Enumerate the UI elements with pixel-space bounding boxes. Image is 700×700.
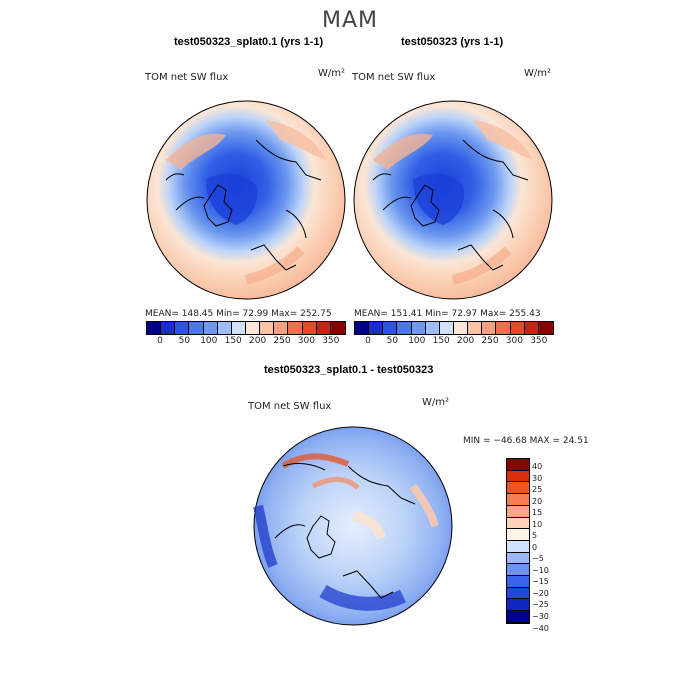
colorbar-swatch: [524, 322, 539, 334]
panel-1-variable: TOM net SW flux: [145, 72, 229, 83]
diff-colorbar-tick-label: 25: [532, 485, 543, 495]
colorbar-swatch: [217, 322, 232, 334]
colorbar-tick-label: 50: [178, 336, 191, 346]
diff-panel-variable: TOM net SW flux: [248, 401, 332, 412]
diff-colorbar-tick-label: 40: [532, 462, 543, 471]
colorbar-swatch: [439, 322, 454, 334]
diff-panel-map: [253, 426, 453, 626]
colorbar-tick-label: 100: [408, 336, 426, 346]
diff-colorbar-swatch: [507, 599, 529, 612]
diff-colorbar-swatch: [507, 482, 529, 495]
diff-colorbar-tick-label: −30: [532, 612, 549, 621]
colorbar-swatch: [245, 322, 261, 334]
diff-colorbar-tick-label: 0: [532, 542, 538, 552]
diff-colorbar-swatch: [507, 470, 529, 483]
colorbar-tick-label: 150: [432, 336, 450, 346]
diff-colorbar-tick-label: 5: [532, 531, 538, 541]
diff-colorbar-tick-label: 10: [532, 519, 543, 529]
colorbar-swatch: [302, 322, 317, 334]
panel-1-map: [146, 100, 346, 300]
colorbar-tick-label: 200: [457, 336, 475, 346]
panel-2-stats: MEAN= 151.41 Min= 72.97 Max= 255.43: [354, 309, 541, 319]
panel-1-colorbar-ticks: 0 50 100 150 200 250 300 350: [146, 336, 344, 348]
diff-panel-title: test050323_splat0.1 - test050323: [264, 364, 434, 376]
panel-1-stats: MEAN= 148.45 Min= 72.99 Max= 252.75: [145, 309, 332, 319]
colorbar-swatch: [397, 322, 412, 334]
colorbar-swatch: [510, 322, 525, 334]
diff-colorbar-tick-label: 30: [532, 473, 543, 483]
panel-2-title: test050323 (yrs 1-1): [401, 36, 504, 48]
panel-2-colorbar: [354, 321, 554, 335]
colorbar-swatch: [147, 322, 162, 334]
colorbar-swatch: [274, 322, 289, 334]
diff-colorbar-swatch: [507, 587, 529, 600]
colorbar-swatch: [189, 322, 204, 334]
colorbar-swatch: [355, 322, 370, 334]
diff-panel-unit: W/m²: [422, 397, 450, 408]
colorbar-swatch: [175, 322, 190, 334]
panel-2-map: [353, 100, 553, 300]
colorbar-swatch: [482, 322, 497, 334]
colorbar-swatch: [383, 322, 398, 334]
panel-2-variable: TOM net SW flux: [352, 72, 436, 83]
diff-colorbar-tick-label: −10: [532, 565, 549, 575]
diff-colorbar-swatch: [507, 517, 529, 530]
panel-2-unit: W/m²: [524, 68, 552, 79]
colorbar-swatch: [330, 322, 345, 334]
panel-1-colorbar: [146, 321, 346, 335]
diff-colorbar-tick-label: −5: [532, 554, 544, 564]
diff-panel-stats: MIN = −46.68 MAX = 24.51: [463, 436, 589, 446]
panel-2-colorbar-ticks: 0 50 100 150 200 250 300 350: [354, 336, 552, 348]
diff-colorbar-ticks: 40 30 25 20 15 10 5 0 −5 −10 −15 −20 −25 −30 −40: [532, 458, 572, 633]
diff-colorbar-tick-label: −40: [532, 623, 549, 633]
colorbar-tick-label: 150: [224, 336, 242, 346]
panel-1-title: test050323_splat0.1 (yrs 1-1): [174, 36, 324, 48]
colorbar-tick-label: 250: [273, 336, 291, 346]
colorbar-tick-label: 100: [200, 336, 218, 346]
diff-colorbar-swatch: [507, 540, 529, 553]
diff-colorbar-swatch: [507, 529, 529, 541]
diff-colorbar-swatch: [507, 611, 529, 623]
colorbar-tick-label: 0: [365, 336, 371, 346]
diff-colorbar-swatch: [507, 459, 529, 471]
colorbar-swatch: [453, 322, 469, 334]
diff-colorbar-tick-label: −15: [532, 577, 549, 587]
colorbar-swatch: [425, 322, 440, 334]
diff-colorbar-tick-label: −25: [532, 600, 549, 610]
diff-colorbar-tick-label: 15: [532, 508, 543, 518]
diff-colorbar-swatch: [507, 494, 529, 506]
colorbar-tick-label: 350: [530, 336, 548, 346]
diff-colorbar: [506, 458, 530, 624]
season-title: MAM: [321, 8, 378, 33]
colorbar-swatch: [468, 322, 483, 334]
colorbar-tick-label: 0: [157, 336, 163, 346]
colorbar-tick-label: 200: [249, 336, 267, 346]
colorbar-swatch: [260, 322, 275, 334]
colorbar-swatch: [231, 322, 246, 334]
colorbar-tick-label: 300: [297, 336, 315, 346]
colorbar-swatch: [203, 322, 218, 334]
diff-colorbar-swatch: [507, 564, 529, 577]
colorbar-tick-label: 300: [505, 336, 523, 346]
diff-colorbar-swatch: [507, 552, 529, 565]
diff-colorbar-swatch: [507, 505, 529, 518]
colorbar-swatch: [369, 322, 384, 334]
colorbar-tick-label: 250: [481, 336, 499, 346]
colorbar-swatch: [496, 322, 511, 334]
diff-colorbar-tick-label: 20: [532, 496, 543, 506]
colorbar-swatch: [161, 322, 176, 334]
colorbar-swatch: [316, 322, 331, 334]
colorbar-swatch: [411, 322, 426, 334]
diff-colorbar-swatch: [507, 576, 529, 588]
panel-1-unit: W/m²: [318, 68, 346, 79]
diff-colorbar-tick-label: −20: [532, 588, 549, 598]
colorbar-tick-label: 50: [386, 336, 399, 346]
colorbar-tick-label: 350: [322, 336, 340, 346]
colorbar-swatch: [538, 322, 553, 334]
colorbar-swatch: [288, 322, 303, 334]
